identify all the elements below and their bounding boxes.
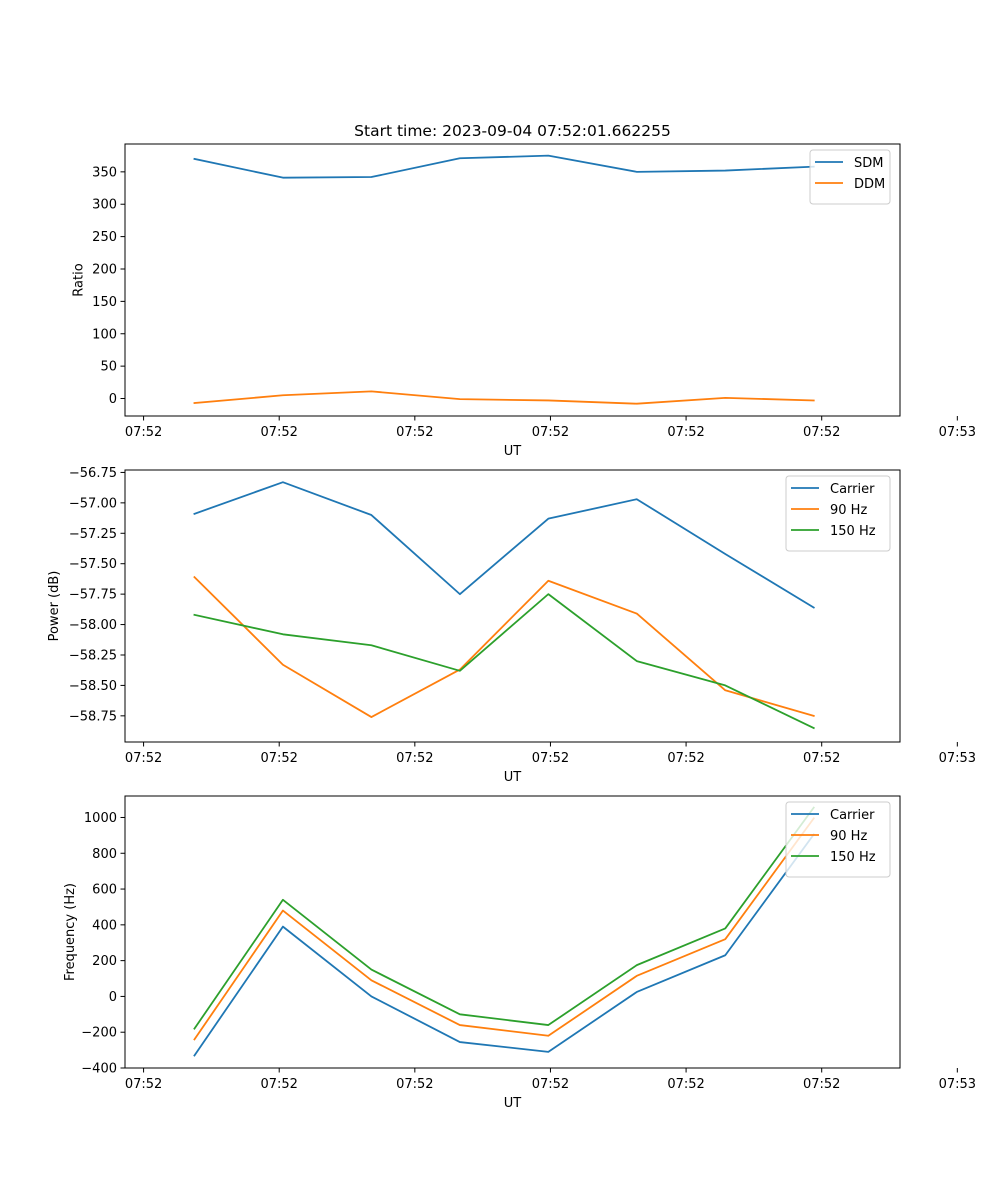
y-tick-label: −57.00 — [69, 496, 117, 511]
y-tick-label: −200 — [81, 1026, 117, 1041]
legend: Carrier 90 Hz 150 Hz — [785, 801, 891, 878]
axes-frame — [124, 143, 901, 417]
series-line-150-hz — [193, 593, 815, 730]
x-tick-label: 07:53 — [939, 751, 976, 766]
series-line-carrier — [193, 481, 815, 609]
series-line-90-hz — [193, 575, 815, 718]
y-tick-label: 0 — [109, 392, 117, 407]
legend-entry: DDM — [854, 177, 885, 192]
y-tick-label: −58.50 — [69, 679, 117, 694]
y-tick-label: 300 — [92, 198, 117, 213]
x-tick-label: 07:52 — [396, 425, 433, 440]
series-line-90-hz — [193, 817, 815, 1041]
y-tick-label: −57.75 — [69, 588, 117, 603]
legend-entry: Carrier — [830, 808, 875, 823]
y-tick-label: 1000 — [84, 811, 117, 826]
y-tick-label: −57.50 — [69, 557, 117, 572]
y-axis-label: Ratio — [71, 263, 86, 296]
y-tick-label: 0 — [109, 990, 117, 1005]
chart-title: Start time: 2023-09-04 07:52:01.662255 — [354, 122, 671, 140]
x-tick-label: 07:52 — [396, 751, 433, 766]
y-tick-label: 250 — [92, 230, 117, 245]
x-tick-label: 07:52 — [125, 751, 162, 766]
x-tick-label: 07:52 — [667, 425, 704, 440]
legend-entry: SDM — [854, 156, 883, 171]
series-line-sdm — [193, 154, 815, 179]
x-axis-label: UT — [504, 444, 522, 459]
y-tick-label: 100 — [92, 327, 117, 342]
y-tick-label: 150 — [92, 295, 117, 310]
x-tick-label: 07:52 — [396, 1077, 433, 1092]
x-tick-label: 07:53 — [939, 425, 976, 440]
legend-entry: 150 Hz — [830, 524, 876, 539]
x-tick-label: 07:53 — [939, 1077, 976, 1092]
panel-1: 07:52 07:52 07:52 07:52 07:52 07:52 07:53 0 50 10… — [71, 122, 976, 459]
axes-frame — [124, 469, 901, 743]
legend-box — [785, 801, 891, 878]
series-line-carrier — [193, 833, 815, 1057]
x-tick-label: 07:52 — [532, 425, 569, 440]
y-tick-label: −400 — [81, 1062, 117, 1077]
panel-2: 07:52 07:52 07:52 07:52 07:52 07:52 07:53 −58.7… — [47, 466, 976, 785]
x-axis-label: UT — [504, 770, 522, 785]
axes-frame — [124, 795, 901, 1069]
x-tick-label: 07:52 — [803, 1077, 840, 1092]
series-line-150-hz — [193, 806, 815, 1030]
panel-3: 07:52 07:52 07:52 07:52 07:52 07:52 07:53 −400 −… — [63, 795, 976, 1111]
y-tick-label: 200 — [92, 954, 117, 969]
legend: Carrier 90 Hz 150 Hz — [785, 475, 891, 552]
x-tick-label: 07:52 — [667, 1077, 704, 1092]
y-tick-label: 600 — [92, 883, 117, 898]
y-axis-label: Frequency (Hz) — [63, 883, 78, 981]
y-tick-label: 350 — [92, 165, 117, 180]
x-tick-label: 07:52 — [667, 751, 704, 766]
legend: SDM DDM — [809, 149, 891, 205]
x-tick-label: 07:52 — [532, 1077, 569, 1092]
legend-entry: 150 Hz — [830, 850, 876, 865]
x-tick-label: 07:52 — [260, 1077, 297, 1092]
y-tick-label: −56.75 — [69, 466, 117, 481]
x-tick-label: 07:52 — [125, 425, 162, 440]
legend-entry: 90 Hz — [830, 829, 867, 844]
legend-entry: Carrier — [830, 482, 875, 497]
x-axis-label: UT — [504, 1096, 522, 1111]
y-tick-label: 50 — [100, 360, 117, 375]
x-tick-label: 07:52 — [532, 751, 569, 766]
series-line-ddm — [193, 390, 815, 405]
legend-box — [809, 149, 891, 205]
x-tick-label: 07:52 — [803, 425, 840, 440]
y-tick-label: 400 — [92, 918, 117, 933]
y-axis-label: Power (dB) — [47, 571, 62, 642]
x-tick-label: 07:52 — [125, 1077, 162, 1092]
y-tick-label: −58.25 — [69, 648, 117, 663]
x-tick-label: 07:52 — [803, 751, 840, 766]
legend-box — [785, 475, 891, 552]
y-tick-label: −58.75 — [69, 709, 117, 724]
x-tick-label: 07:52 — [260, 751, 297, 766]
x-tick-label: 07:52 — [260, 425, 297, 440]
y-tick-label: 800 — [92, 847, 117, 862]
y-tick-label: −58.00 — [69, 618, 117, 633]
y-tick-label: 200 — [92, 262, 117, 277]
y-tick-label: −57.25 — [69, 527, 117, 542]
legend-entry: 90 Hz — [830, 503, 867, 518]
